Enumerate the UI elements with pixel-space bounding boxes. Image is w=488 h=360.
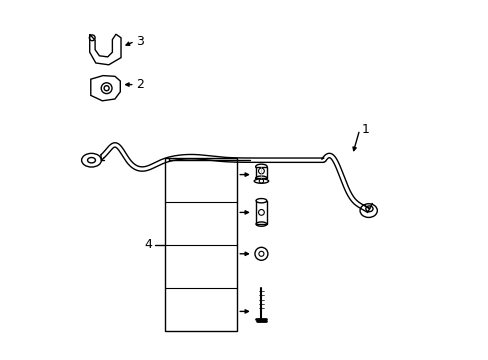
Text: 2: 2 xyxy=(136,78,144,91)
Ellipse shape xyxy=(254,179,268,183)
Circle shape xyxy=(254,247,267,260)
Bar xyxy=(255,167,266,178)
Ellipse shape xyxy=(359,204,377,217)
Ellipse shape xyxy=(255,164,266,169)
Ellipse shape xyxy=(256,199,266,203)
Bar xyxy=(256,201,266,224)
Text: 4: 4 xyxy=(144,238,152,251)
Ellipse shape xyxy=(81,153,101,167)
Text: 1: 1 xyxy=(361,123,368,136)
Bar xyxy=(165,158,237,331)
Text: 3: 3 xyxy=(136,35,144,48)
Circle shape xyxy=(258,168,264,174)
